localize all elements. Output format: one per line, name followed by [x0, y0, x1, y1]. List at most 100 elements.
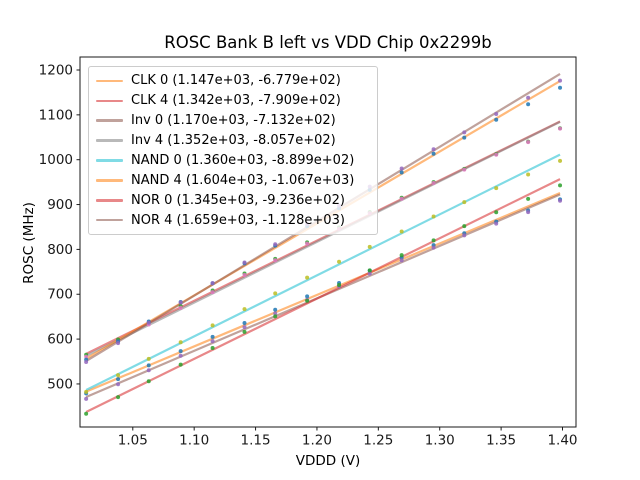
legend-label: Inv 4 (1.352e+03, -8.057e+02)	[131, 133, 336, 149]
data-point-nand-0	[146, 356, 151, 361]
data-point-nand-4	[558, 85, 563, 90]
data-point-inv-0	[431, 245, 436, 250]
data-point-nor-0	[558, 183, 563, 188]
legend-line-swatch	[96, 218, 123, 222]
y-tick-label: 900	[47, 197, 73, 213]
legend-line-swatch	[96, 159, 123, 162]
data-point-nor-4	[146, 320, 151, 325]
data-point-inv-4	[526, 140, 531, 145]
data-point-nor-4	[273, 242, 278, 247]
x-axis-label: VDDD (V)	[295, 453, 361, 469]
data-point-nor-4	[558, 78, 563, 83]
fit-line-nand-0	[85, 153, 561, 392]
legend-item: NAND 4 (1.604e+03, -1.067e+03)	[96, 170, 370, 190]
data-point-nor-4	[526, 95, 531, 100]
data-point-clk-0	[210, 334, 215, 339]
data-point-nand-4	[462, 135, 467, 140]
data-point-inv-4	[305, 241, 310, 246]
data-point-nand-0	[242, 307, 247, 312]
data-point-nor-4	[84, 360, 89, 365]
data-point-nand-0	[494, 186, 499, 191]
data-point-nor-4	[178, 300, 183, 305]
legend-label: NAND 0 (1.360e+03, -8.899e+02)	[131, 153, 355, 168]
data-point-nor-0	[399, 253, 404, 258]
data-point-nand-0	[399, 229, 404, 234]
legend-label: CLK 0 (1.147e+03, -6.779e+02)	[131, 73, 341, 89]
data-point-nor-4	[399, 166, 404, 171]
data-point-inv-0	[558, 198, 563, 203]
data-point-nand-0	[431, 214, 436, 219]
data-point-nor-0	[367, 268, 372, 273]
y-tick-label: 1100	[39, 107, 73, 123]
x-tick-label: 1.15	[241, 433, 271, 449]
data-point-inv-0	[494, 221, 499, 226]
data-point-nand-0	[178, 340, 183, 345]
data-point-nor-4	[116, 341, 121, 346]
y-tick-label: 1000	[39, 152, 73, 168]
data-point-clk-0	[242, 321, 247, 326]
data-point-inv-0	[210, 339, 215, 344]
legend-item: NOR 4 (1.659e+03, -1.128e+03)	[96, 210, 370, 230]
y-tick-label: 700	[47, 287, 73, 303]
legend-item: NOR 0 (1.345e+03, -9.236e+02)	[96, 190, 370, 210]
data-point-nor-4	[431, 147, 436, 152]
data-point-inv-0	[116, 382, 121, 387]
chart-title: ROSC Bank B left vs VDD Chip 0x2299b	[164, 33, 492, 52]
data-point-nand-0	[210, 323, 215, 328]
data-point-inv-4	[84, 354, 89, 359]
data-point-inv-4	[558, 126, 563, 131]
data-point-nand-0	[462, 200, 467, 205]
data-point-inv-0	[178, 353, 183, 358]
legend-line-swatch	[96, 199, 123, 202]
data-point-inv-0	[367, 271, 372, 276]
y-tick-label: 1200	[39, 63, 73, 79]
data-point-inv-4	[431, 180, 436, 185]
data-point-nor-4	[462, 130, 467, 135]
x-tick-label: 1.30	[425, 433, 455, 449]
legend-item: Inv 4 (1.352e+03, -8.057e+02)	[96, 131, 370, 151]
data-point-nand-0	[84, 389, 89, 394]
data-point-nand-4	[431, 151, 436, 156]
data-point-nor-0	[305, 298, 310, 303]
data-point-nand-4	[494, 117, 499, 122]
data-point-clk-0	[273, 307, 278, 312]
x-tick-label: 1.25	[363, 433, 393, 449]
data-point-nor-4	[494, 111, 499, 116]
data-point-clk-0	[305, 294, 310, 299]
y-tick-label: 800	[47, 242, 73, 258]
data-point-nand-4	[399, 170, 404, 175]
legend-item: NAND 0 (1.360e+03, -8.899e+02)	[96, 151, 370, 171]
data-point-inv-0	[273, 311, 278, 316]
data-point-inv-4	[210, 290, 215, 295]
data-point-nand-0	[558, 158, 563, 163]
legend-label: CLK 4 (1.342e+03, -7.909e+02)	[131, 93, 341, 109]
legend: CLK 0 (1.147e+03, -6.779e+02) CLK 4 (1.3…	[88, 66, 378, 236]
data-point-inv-0	[84, 396, 89, 401]
data-point-clk-0	[178, 349, 183, 354]
data-point-inv-0	[462, 233, 467, 238]
legend-item: CLK 4 (1.342e+03, -7.909e+02)	[96, 91, 370, 111]
legend-item: CLK 0 (1.147e+03, -6.779e+02)	[96, 71, 370, 91]
data-point-inv-4	[462, 167, 467, 172]
x-tick-label: 1.05	[118, 433, 148, 449]
data-point-inv-4	[273, 258, 278, 263]
data-point-nor-0	[337, 283, 342, 288]
data-point-nand-0	[367, 244, 372, 249]
fit-line-inv-4	[85, 120, 561, 357]
data-point-nor-0	[210, 346, 215, 351]
data-point-clk-0	[116, 377, 121, 382]
x-tick-label: 1.35	[486, 433, 516, 449]
data-point-nor-0	[178, 362, 183, 367]
legend-label: NOR 0 (1.345e+03, -9.236e+02)	[131, 192, 345, 208]
data-point-inv-0	[242, 325, 247, 330]
data-point-nor-0	[494, 210, 499, 215]
legend-line-swatch	[96, 79, 123, 83]
data-point-nor-4	[242, 260, 247, 265]
x-tick-label: 1.10	[179, 433, 209, 449]
data-point-inv-4	[494, 152, 499, 157]
fit-line-nor-0	[85, 178, 561, 413]
data-point-nor-0	[273, 314, 278, 319]
y-tick-label: 500	[47, 376, 73, 392]
